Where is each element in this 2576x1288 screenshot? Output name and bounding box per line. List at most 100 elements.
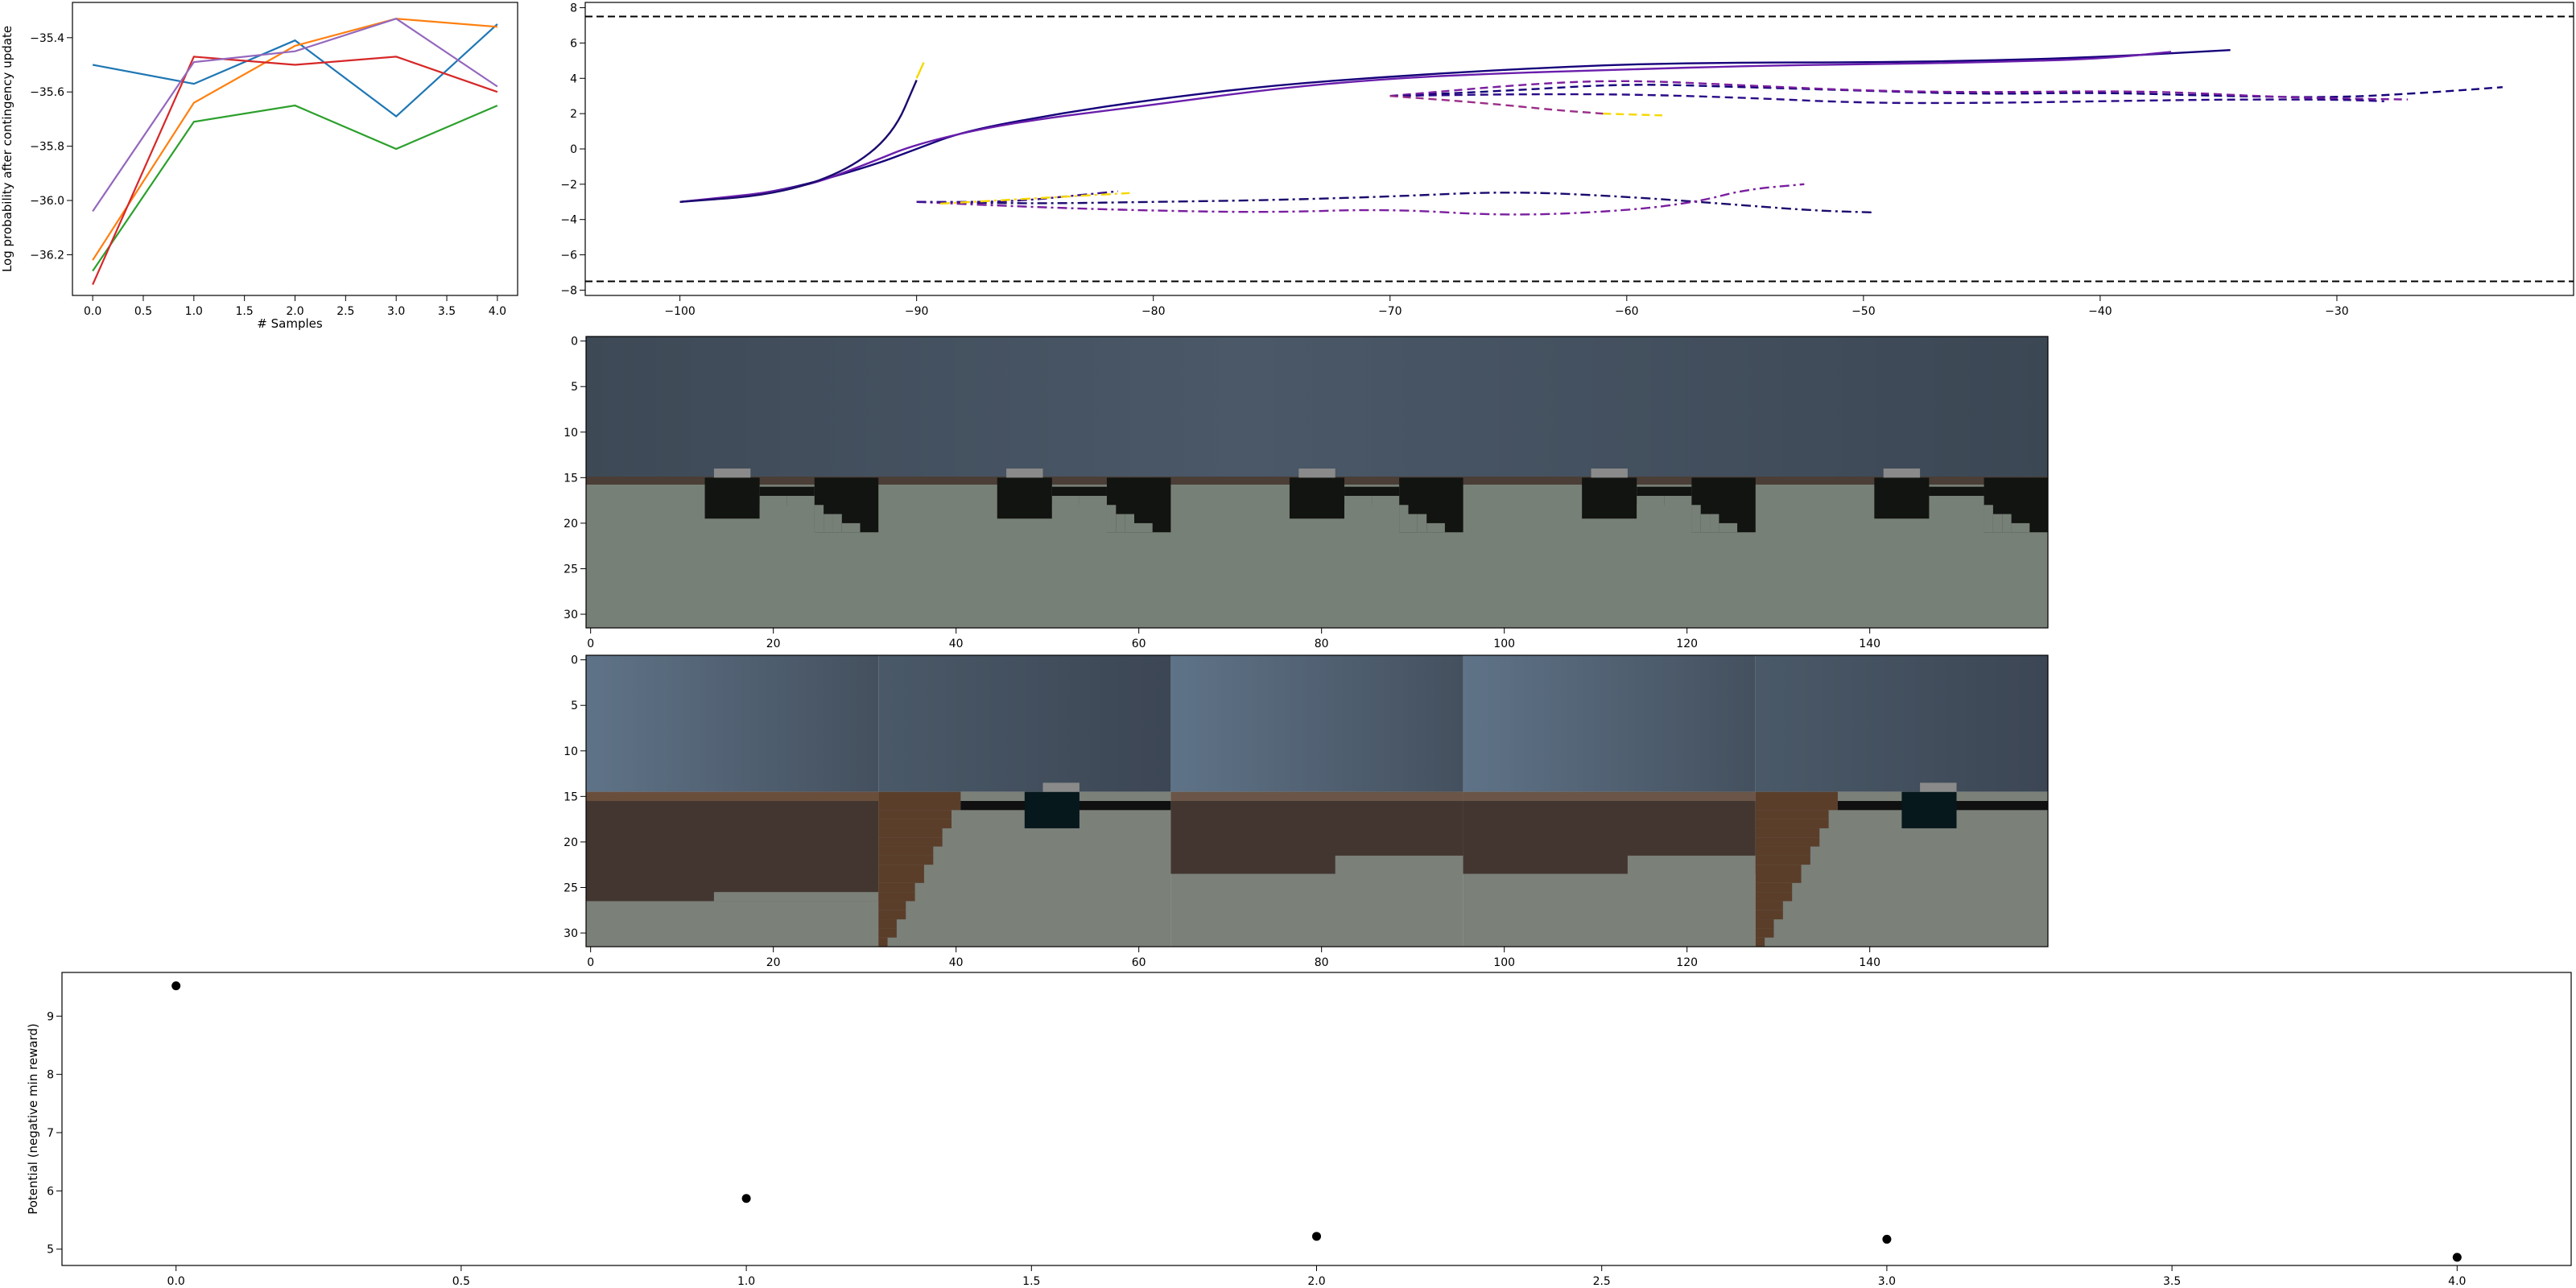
trajectory-dashdot-11 (916, 183, 1805, 216)
camera-strip-y-tick-label: 10 (564, 745, 578, 758)
trajectory-dashdot-10 (916, 192, 1876, 214)
potential-x-tick-label: 0.0 (167, 1275, 185, 1288)
trajectory-dashed-9 (1603, 112, 1662, 117)
lane-boundaries (585, 15, 2574, 283)
potential-x-tick-label: 1.0 (737, 1275, 755, 1288)
potential-y-tick-label: 8 (47, 1069, 54, 1082)
camera-strip-x-tick-label: 60 (1132, 638, 1146, 650)
trajectory-panel: −100 −90 −80 −70 −60 −50 −40 −30 −8 −6 −4 −2 0 2 4 6 8 (560, 2, 2574, 318)
potential-point-2 (1312, 1232, 1321, 1241)
camera-strip-x-tick-label: 0 (587, 638, 594, 650)
potential-y-tick-label: 6 (47, 1185, 54, 1198)
trajectory-dashed-7 (1389, 93, 2384, 105)
camera-strip-x-tick-label: 20 (766, 956, 781, 969)
camera-strip-b-axes (585, 654, 2049, 947)
potential-y-tick-label: 9 (47, 1010, 54, 1023)
camera-strip-x-tick-label: 60 (1132, 956, 1146, 969)
camera-strip-y-tick-label: 10 (564, 427, 578, 440)
log-probability-x-tick-label: 4.0 (489, 305, 506, 318)
potential-y-label: Potential (negative min reward) (26, 1023, 40, 1215)
camera-strip-y-tick-label: 15 (564, 791, 578, 803)
potential-x-tick-label: 3.5 (2163, 1275, 2181, 1288)
trajectory-x-tick-label: −80 (1141, 305, 1166, 318)
camera-strip-y-tick-label: 5 (571, 381, 578, 394)
camera-strip-x-tick-label: 20 (766, 638, 781, 650)
trajectory-x-tick-label: −50 (1852, 305, 1876, 318)
trajectory-x-tick-label: −90 (905, 305, 929, 318)
camera-strip-y-tick-label: 30 (564, 927, 578, 940)
log-probability-line-2 (92, 18, 497, 261)
camera-strip-y-tick-label: 0 (571, 654, 578, 667)
log-probability-x-label: # Samples (257, 316, 323, 331)
camera-strip-b-panel: 0 20 40 60 80 100 120 140 0 5 10 15 20 25 30 (564, 654, 2049, 969)
camera-strip-x-tick-label: 140 (1859, 638, 1880, 650)
log-probability-y-tick-label: −36.0 (30, 195, 64, 208)
log-probability-x-tick-label: 2.5 (336, 305, 354, 318)
trajectory-axes (584, 2, 2574, 296)
camera-strip-x-tick-label: 40 (949, 956, 964, 969)
log-probability-y-label: Log probability after contingency update (0, 26, 14, 272)
trajectory-x-tick-label: −70 (1378, 305, 1402, 318)
log-probability-x-tick-label: 3.5 (438, 305, 456, 318)
trajectory-x-tick-label: −30 (2325, 305, 2349, 318)
potential-x-tick-label: 4.0 (2448, 1275, 2466, 1288)
trajectory-x-tick-label: −100 (664, 305, 695, 318)
potential-axes (61, 972, 2572, 1266)
log-probability-line-1 (92, 23, 498, 118)
log-probability-x-tick-label: 1.0 (185, 305, 203, 318)
camera-strip-a-y-ticks: 0 5 10 15 20 25 30 (564, 336, 586, 621)
potential-point-4 (2452, 1253, 2462, 1262)
camera-strip-x-tick-label: 100 (1493, 956, 1515, 969)
log-probability-y-tick-label: −36.2 (30, 249, 64, 262)
log-probability-x-tick-label: 3.0 (387, 305, 405, 318)
log-probability-y-tick-label: −35.6 (30, 86, 64, 99)
camera-strip-y-tick-label: 25 (564, 881, 578, 894)
log-probability-x-tick-label: 0.5 (134, 305, 152, 318)
potential-point-1 (741, 1194, 751, 1203)
potential-x-ticks: 0.0 0.5 1.0 1.5 2.0 2.5 3.0 3.5 4.0 (167, 1265, 2466, 1288)
camera-strip-y-tick-label: 25 (564, 563, 578, 576)
potential-point-3 (1882, 1234, 1892, 1244)
trajectory-y-tick-label: 8 (570, 2, 577, 15)
log-probability-y-tick-label: −35.4 (30, 32, 64, 45)
camera-strip-x-tick-label: 100 (1493, 638, 1515, 650)
log-probability-x-ticks: 0.0 0.5 1.0 1.5 2.0 2.5 3.0 3.5 4.0 (84, 295, 506, 318)
potential-y-tick-label: 7 (47, 1127, 54, 1140)
trajectory-y-tick-label: −8 (560, 284, 577, 297)
trajectory-solid-2 (679, 51, 2172, 203)
camera-strip-a-axes (585, 336, 2049, 629)
log-probability-panel: 0.0 0.5 1.0 1.5 2.0 2.5 3.0 3.5 4.0 −36.2−36.0−3… (0, 2, 518, 331)
trajectory-x-tick-label: −40 (2088, 305, 2112, 318)
camera-strip-x-tick-label: 120 (1676, 638, 1698, 650)
camera-strip-a-x-ticks: 0 20 40 60 80 100 120 140 (587, 628, 1880, 650)
trajectory-y-ticks: −8 −6 −4 −2 0 2 4 6 8 (560, 2, 585, 297)
potential-y-tick-label: 5 (47, 1244, 54, 1257)
camera-strip-y-tick-label: 5 (571, 700, 578, 712)
trajectory-x-tick-label: −60 (1615, 305, 1639, 318)
trajectory-solid-3 (679, 80, 918, 203)
potential-x-tick-label: 2.5 (1593, 1275, 1611, 1288)
potential-point-0 (171, 981, 181, 991)
log-probability-y-tick-label: −35.8 (30, 141, 64, 154)
camera-strip-x-tick-label: 120 (1676, 956, 1698, 969)
camera-strip-x-tick-label: 40 (949, 638, 964, 650)
log-probability-line-3 (92, 104, 498, 272)
camera-strip-a-panel: 0 20 40 60 80 100 120 140 0 5 10 15 20 25 30 (564, 336, 2049, 650)
camera-strip-x-tick-label: 80 (1315, 956, 1329, 969)
camera-strip-x-tick-label: 80 (1315, 638, 1329, 650)
trajectory-lines (679, 49, 2503, 216)
trajectory-y-tick-label: 0 (570, 143, 577, 156)
trajectory-dashed-6 (1389, 80, 2409, 101)
camera-strip-x-tick-label: 0 (587, 956, 594, 969)
camera-strip-x-tick-label: 140 (1859, 956, 1880, 969)
log-probability-line-4 (92, 56, 498, 285)
log-probability-x-tick-label: 2.0 (286, 305, 303, 318)
camera-strip-b-image (586, 655, 2048, 947)
camera-strip-y-tick-label: 20 (564, 836, 578, 849)
trajectory-y-tick-label: 2 (570, 108, 577, 121)
potential-x-tick-label: 2.0 (1307, 1275, 1325, 1288)
log-probability-x-tick-label: 1.5 (236, 305, 254, 318)
potential-x-tick-label: 0.5 (452, 1275, 470, 1288)
log-probability-line-5 (92, 18, 498, 213)
